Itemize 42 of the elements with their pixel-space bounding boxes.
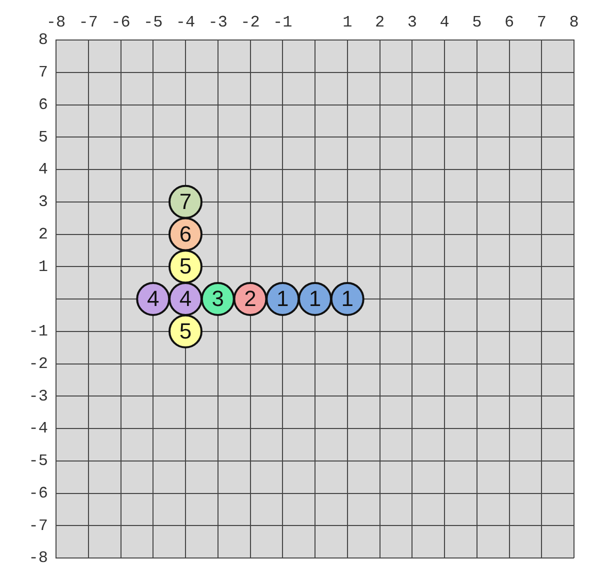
y-tick-label: -2 [28, 354, 48, 373]
x-tick-label: -5 [144, 14, 163, 32]
x-tick-label: 4 [440, 14, 450, 32]
annotation: 4 [147, 286, 160, 312]
x-tick-label: -7 [78, 14, 98, 32]
x-tick-label: 7 [536, 14, 546, 32]
annotation: 5 [179, 254, 192, 279]
y-tick-label: -7 [28, 516, 48, 535]
y-tick-label: 8 [38, 31, 48, 50]
x-tick-label: 5 [472, 14, 482, 32]
annotation: 2 [244, 286, 256, 312]
x-tick-label: -2 [240, 14, 260, 32]
x-tick-label: 6 [504, 14, 514, 32]
annotation: 4 [179, 286, 192, 312]
y-tick-label: 3 [38, 193, 48, 212]
annotation: 7 [179, 188, 192, 214]
x-tick-label: 2 [374, 14, 385, 32]
annotation: 1 [276, 286, 289, 312]
y-tick-label: 4 [38, 160, 48, 179]
x-tick-label: -1 [273, 14, 292, 32]
y-tick-label: -8 [28, 549, 48, 568]
y-tick-label: -6 [28, 484, 48, 502]
y-tick-label: 7 [38, 64, 48, 82]
annotation: 6 [179, 221, 192, 246]
y-tick-label: -4 [28, 420, 48, 438]
y-tick-label: -5 [28, 452, 48, 470]
y-tick-label: 6 [38, 96, 48, 114]
x-tick-label: -4 [176, 14, 196, 32]
x-tick-label: -6 [111, 14, 130, 32]
y-tick-label: -1 [28, 322, 48, 341]
annotation: 3 [212, 286, 224, 312]
y-tick-label: 1 [38, 258, 48, 276]
x-tick-label: -3 [208, 14, 228, 32]
x-tick-label: 3 [407, 14, 417, 32]
annotation: 5 [179, 318, 192, 344]
annotation: 1 [308, 286, 322, 312]
y-tick-label: -3 [28, 387, 48, 406]
x-tick-label: 1 [342, 14, 352, 32]
annotation: 1 [341, 286, 354, 312]
x-tick-label: 8 [569, 14, 579, 32]
y-tick-label: 2 [38, 225, 48, 244]
y-tick-label: 5 [38, 128, 48, 146]
